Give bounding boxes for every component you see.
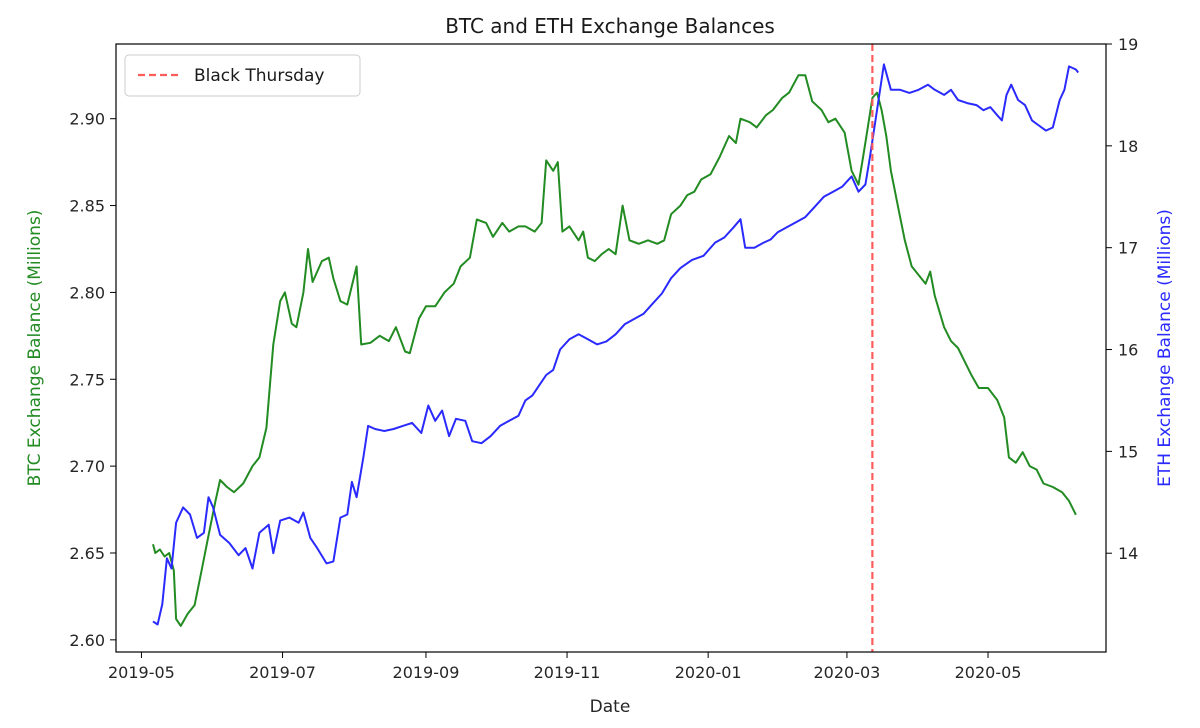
y-left-tick-label: 2.75 — [69, 370, 105, 389]
y-right-tick-label: 15 — [1118, 442, 1138, 461]
x-tick-label: 2019-05 — [108, 663, 175, 682]
y-axis-left-title: BTC Exchange Balance (Millions) — [25, 210, 45, 487]
y-right-tick-label: 18 — [1118, 137, 1138, 156]
y-axis-left: 2.60 2.65 2.70 2.75 2.80 2.85 2.90 — [69, 110, 116, 650]
y-left-tick-label: 2.70 — [69, 457, 105, 476]
x-tick-label: 2020-03 — [814, 663, 881, 682]
y-left-tick-label: 2.90 — [69, 110, 105, 129]
legend-label-black-thursday: Black Thursday — [194, 66, 324, 86]
plot-frame — [115, 43, 1107, 653]
y-right-tick-label: 19 — [1118, 35, 1138, 54]
legend: Black Thursday — [124, 54, 361, 97]
y-axis-right-title: ETH Exchange Balance (Millions) — [1155, 209, 1175, 487]
y-left-tick-label: 2.85 — [69, 197, 105, 216]
y-right-tick-label: 16 — [1118, 341, 1138, 360]
y-right-tick-label: 17 — [1118, 239, 1138, 258]
y-left-tick-label: 2.80 — [69, 283, 105, 302]
x-tick-label: 2019-07 — [249, 663, 316, 682]
x-axis-title: Date — [590, 697, 631, 717]
legend-box — [124, 54, 361, 97]
x-tick-label: 2019-11 — [534, 663, 601, 682]
x-tick-label: 2020-01 — [675, 663, 742, 682]
y-left-tick-label: 2.60 — [69, 631, 105, 650]
plot-area — [152, 44, 1079, 652]
y-right-tick-label: 14 — [1118, 544, 1138, 563]
y-left-tick-label: 2.65 — [69, 544, 105, 563]
y-axis-right: 14 15 16 17 18 19 — [1106, 35, 1138, 563]
chart-title: BTC and ETH Exchange Balances — [445, 14, 775, 38]
x-tick-label: 2020-05 — [955, 663, 1022, 682]
eth-balance-line — [152, 63, 1079, 626]
btc-balance-line — [152, 74, 1077, 627]
x-axis: 2019-05 2019-07 2019-09 2019-11 2020-01 2020-… — [108, 652, 1021, 682]
x-tick-label: 2019-09 — [393, 663, 460, 682]
